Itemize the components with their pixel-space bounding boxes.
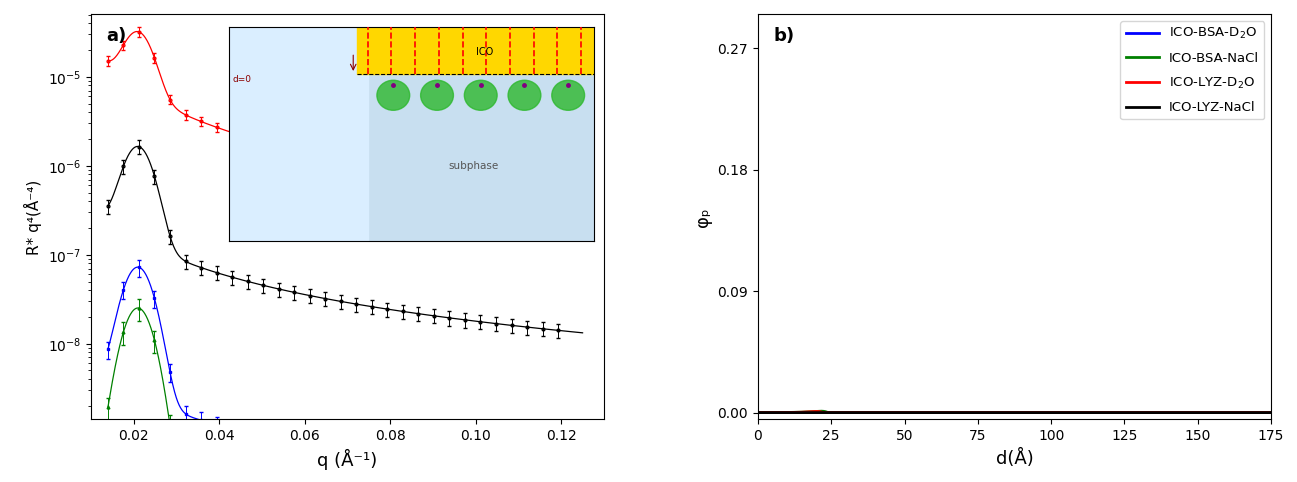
Text: a): a) — [106, 27, 126, 45]
Y-axis label: R* q⁴(Å⁻⁴): R* q⁴(Å⁻⁴) — [25, 179, 42, 254]
Y-axis label: φₚ: φₚ — [694, 207, 712, 227]
Text: b): b) — [773, 27, 795, 45]
X-axis label: d(Å): d(Å) — [996, 449, 1034, 468]
Legend: ICO-BSA-D$_2$O, ICO-BSA-NaCl, ICO-LYZ-D$_2$O, ICO-LYZ-NaCl: ICO-BSA-D$_2$O, ICO-BSA-NaCl, ICO-LYZ-D$… — [1121, 21, 1265, 120]
X-axis label: q (Å⁻¹): q (Å⁻¹) — [318, 449, 377, 469]
